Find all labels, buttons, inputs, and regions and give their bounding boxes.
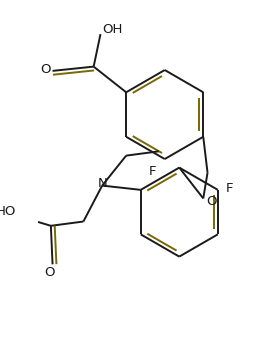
Text: F: F bbox=[149, 164, 157, 177]
Text: O: O bbox=[40, 63, 51, 76]
Text: N: N bbox=[97, 177, 107, 190]
Text: HO: HO bbox=[0, 205, 17, 218]
Text: F: F bbox=[226, 182, 234, 195]
Text: O: O bbox=[45, 266, 55, 279]
Text: OH: OH bbox=[102, 23, 123, 36]
Text: O: O bbox=[206, 195, 217, 209]
